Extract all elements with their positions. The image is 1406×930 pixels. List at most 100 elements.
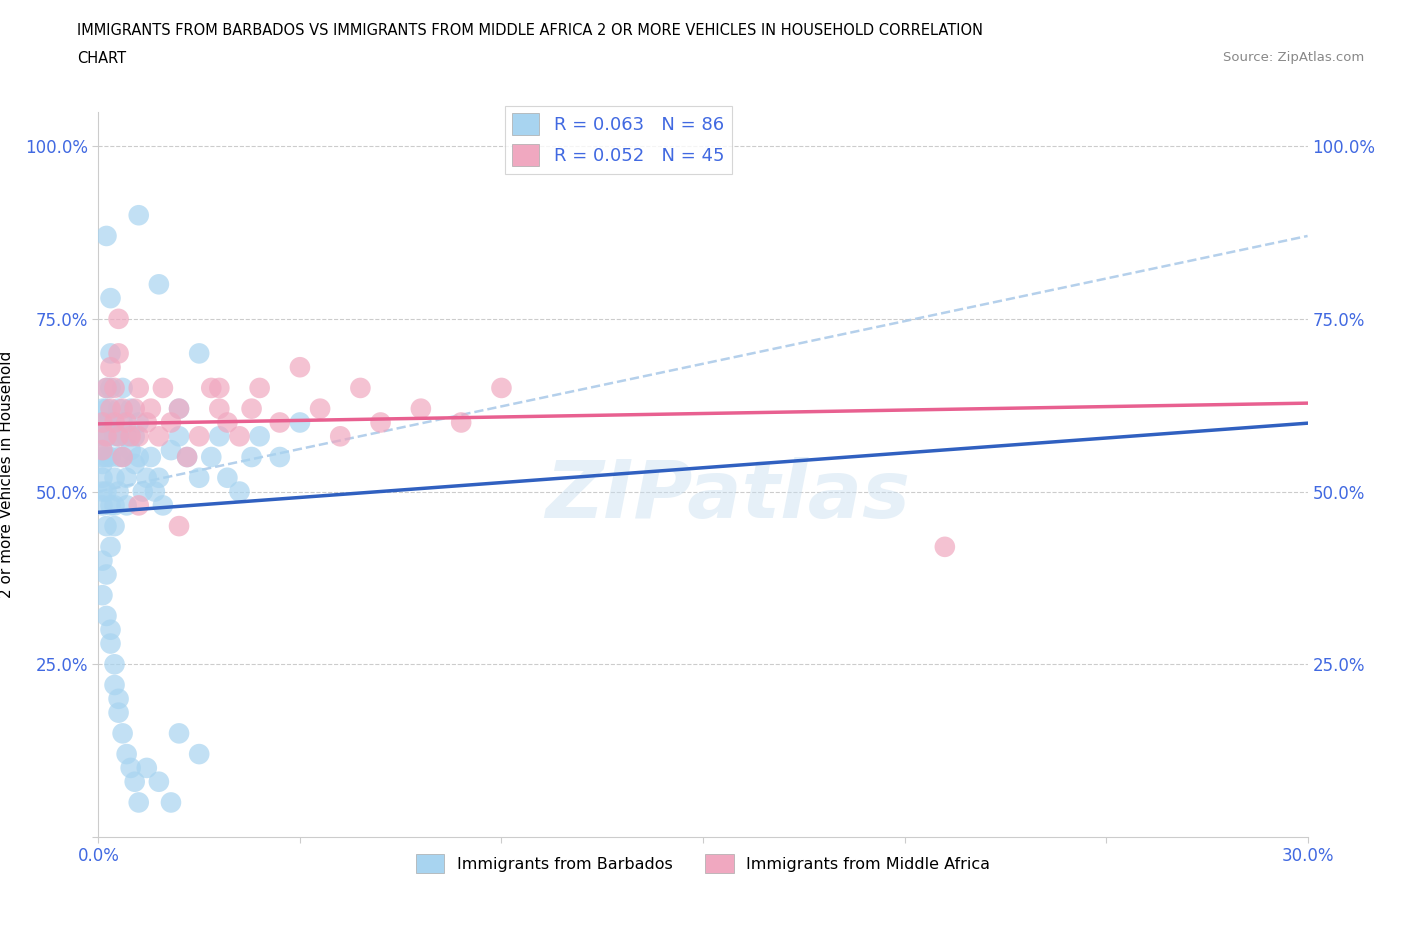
Point xyxy=(100,360,122,375)
Point xyxy=(96,380,118,395)
Point xyxy=(148,471,170,485)
Point xyxy=(96,429,118,444)
Point xyxy=(135,415,157,430)
Text: CHART: CHART xyxy=(77,51,127,66)
Point xyxy=(249,380,271,395)
Point xyxy=(96,608,118,623)
Point xyxy=(96,415,118,430)
Point xyxy=(188,429,211,444)
Point xyxy=(91,485,114,499)
Point xyxy=(269,449,291,464)
Point xyxy=(115,429,138,444)
Point xyxy=(115,747,138,762)
Point xyxy=(96,401,118,416)
Point xyxy=(188,747,211,762)
Point xyxy=(167,726,190,741)
Point xyxy=(329,429,352,444)
Point xyxy=(148,277,170,292)
Point xyxy=(103,657,125,671)
Point xyxy=(160,443,183,458)
Point xyxy=(176,449,198,464)
Point xyxy=(107,449,129,464)
Point xyxy=(409,401,432,416)
Point xyxy=(111,401,134,416)
Point xyxy=(96,449,118,464)
Point xyxy=(96,380,118,395)
Point xyxy=(269,415,291,430)
Point xyxy=(100,636,122,651)
Point xyxy=(91,588,114,603)
Point xyxy=(124,429,146,444)
Point xyxy=(124,401,146,416)
Point xyxy=(103,415,125,430)
Point xyxy=(91,429,114,444)
Point xyxy=(124,775,146,790)
Point xyxy=(188,471,211,485)
Legend: Immigrants from Barbados, Immigrants from Middle Africa: Immigrants from Barbados, Immigrants fro… xyxy=(409,847,997,880)
Point xyxy=(491,380,513,395)
Text: IMMIGRANTS FROM BARBADOS VS IMMIGRANTS FROM MIDDLE AFRICA 2 OR MORE VEHICLES IN : IMMIGRANTS FROM BARBADOS VS IMMIGRANTS F… xyxy=(77,23,983,38)
Point xyxy=(128,207,150,222)
Point xyxy=(103,429,125,444)
Point xyxy=(143,485,166,499)
Point xyxy=(148,775,170,790)
Point xyxy=(152,380,174,395)
Point xyxy=(135,761,157,776)
Point xyxy=(188,346,211,361)
Point xyxy=(100,346,122,361)
Point xyxy=(111,449,134,464)
Point xyxy=(91,443,114,458)
Point xyxy=(120,401,142,416)
Text: Source: ZipAtlas.com: Source: ZipAtlas.com xyxy=(1223,51,1364,64)
Point xyxy=(128,795,150,810)
Point xyxy=(100,498,122,512)
Point xyxy=(100,622,122,637)
Point xyxy=(103,678,125,693)
Point xyxy=(107,346,129,361)
Point xyxy=(100,380,122,395)
Point xyxy=(167,401,190,416)
Point xyxy=(176,449,198,464)
Point xyxy=(103,519,125,534)
Point xyxy=(100,415,122,430)
Point xyxy=(208,401,231,416)
Point xyxy=(370,415,392,430)
Point xyxy=(96,229,118,244)
Point xyxy=(96,485,118,499)
Point xyxy=(167,429,190,444)
Point xyxy=(91,415,114,430)
Text: ZIPatlas: ZIPatlas xyxy=(544,457,910,535)
Point xyxy=(107,691,129,706)
Point xyxy=(111,380,134,395)
Point xyxy=(111,415,134,430)
Point xyxy=(200,449,222,464)
Point xyxy=(288,415,311,430)
Point xyxy=(160,795,183,810)
Point xyxy=(100,449,122,464)
Point xyxy=(167,401,190,416)
Point xyxy=(96,519,118,534)
Point xyxy=(96,567,118,582)
Point xyxy=(96,429,118,444)
Point xyxy=(107,429,129,444)
Point xyxy=(100,401,122,416)
Point xyxy=(152,498,174,512)
Point xyxy=(934,539,956,554)
Point xyxy=(91,457,114,472)
Point xyxy=(91,471,114,485)
Point xyxy=(120,761,142,776)
Point xyxy=(148,429,170,444)
Point xyxy=(115,415,138,430)
Point xyxy=(91,443,114,458)
Point xyxy=(309,401,332,416)
Point xyxy=(91,449,114,464)
Point xyxy=(111,449,134,464)
Point xyxy=(128,380,150,395)
Point xyxy=(450,415,472,430)
Point xyxy=(107,401,129,416)
Point xyxy=(120,429,142,444)
Point xyxy=(208,380,231,395)
Point xyxy=(103,471,125,485)
Point xyxy=(288,360,311,375)
Point xyxy=(228,429,250,444)
